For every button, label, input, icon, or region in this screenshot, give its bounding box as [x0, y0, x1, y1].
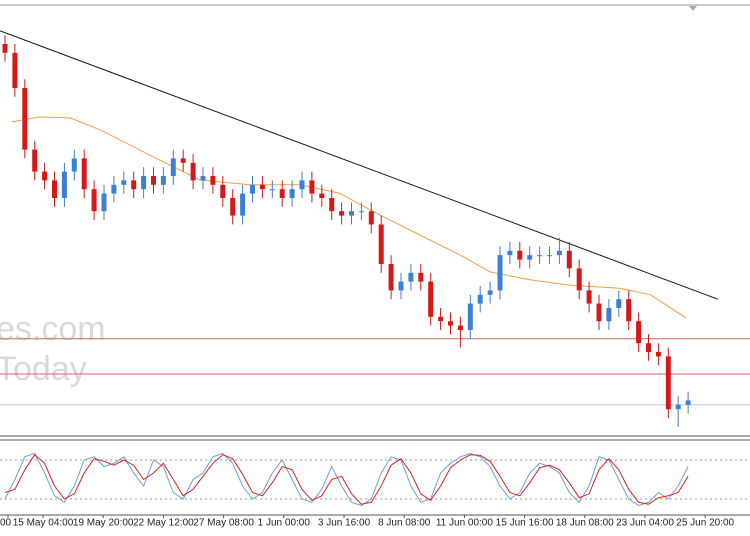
x-tick-label: 00 [0, 518, 12, 529]
candle-body [32, 149, 38, 172]
candle-body [675, 404, 681, 410]
candle-body [309, 180, 315, 194]
x-tick-label: 11 Jun 00:00 [436, 518, 494, 529]
candle-body [626, 299, 632, 322]
candle-body [81, 158, 87, 190]
candle-body [2, 44, 8, 53]
candle-body [636, 321, 642, 344]
candle-body [121, 180, 127, 185]
candle-body [586, 290, 592, 304]
candle-body [418, 272, 424, 282]
candle-body [250, 184, 255, 194]
candle-body [319, 193, 325, 198]
x-tick-label: 18 Jun 08:00 [556, 518, 614, 529]
candle-body [358, 211, 364, 213]
candle-body [596, 303, 602, 322]
candle-body [329, 198, 335, 212]
candle-body [170, 158, 176, 176]
x-tick-label: 15 May 04:00 [13, 518, 74, 529]
candle-body [190, 162, 196, 181]
candle-body [517, 250, 523, 260]
candle-body [131, 180, 137, 190]
candle-body [71, 158, 77, 172]
x-tick-label: 22 May 12:00 [133, 518, 194, 529]
candle-body [556, 250, 562, 256]
candle-body [339, 211, 345, 216]
candle-body [160, 176, 166, 185]
x-tick-label: 25 Jun 20:00 [676, 518, 734, 529]
candle-body [566, 250, 572, 269]
x-tick-label: 27 May 08:00 [193, 518, 254, 529]
candle-body [606, 308, 612, 322]
candle-body [576, 268, 582, 291]
dropdown-arrow[interactable] [689, 6, 697, 11]
stochastic-line [4, 454, 689, 505]
candle-body [448, 321, 453, 326]
candle-body [616, 299, 622, 308]
candle-body [180, 158, 186, 163]
candle-body [368, 211, 374, 225]
candle-body [537, 255, 543, 257]
watermark: es.com [0, 310, 106, 348]
candle-body [497, 255, 503, 291]
candle-body [487, 290, 493, 295]
candle-body [151, 176, 156, 185]
candle-body [141, 176, 147, 190]
candle-body [279, 189, 285, 198]
stochastic-line [4, 452, 689, 507]
candle-body [507, 250, 513, 256]
candle-body [457, 325, 463, 330]
x-tick-label: 8 Jun 08:00 [378, 518, 431, 529]
candle-body [378, 224, 384, 264]
candle-body [527, 255, 533, 260]
candle-body [428, 281, 434, 317]
candle-body [61, 171, 67, 198]
candle-body [101, 193, 107, 212]
candle-body [12, 52, 18, 88]
candle-body [467, 303, 473, 330]
candle-body [438, 316, 444, 322]
candle-body [398, 281, 404, 291]
x-tick-label: 3 Jun 16:00 [318, 518, 371, 529]
candle-body [646, 343, 651, 352]
candle-body [111, 184, 117, 194]
x-tick-label: 19 May 20:00 [73, 518, 134, 529]
candle-body [289, 189, 295, 198]
candle-body [259, 184, 265, 190]
candle-body [91, 189, 97, 212]
candle-body [22, 88, 28, 150]
x-tick-label: 15 Jun 16:00 [496, 518, 554, 529]
candle-body [200, 176, 206, 181]
candle-body [685, 400, 691, 405]
candle-body [240, 193, 246, 216]
x-tick-label: 23 Jun 04:00 [616, 518, 674, 529]
candle-body [349, 211, 354, 216]
candle-body [269, 189, 275, 191]
candle-body [52, 180, 57, 198]
candle-body [665, 356, 671, 410]
trend-line [0, 30, 718, 300]
candle-body [655, 352, 661, 357]
candle-body [388, 264, 394, 291]
candle-body [220, 184, 226, 198]
candle-body [210, 176, 216, 185]
candle-body [477, 294, 483, 304]
candle-body [547, 255, 552, 257]
candle-body [299, 180, 305, 190]
candle-body [42, 171, 48, 181]
candle-body [230, 198, 236, 216]
x-tick-label: 1 Jun 00:00 [258, 518, 311, 529]
candle-body [408, 272, 414, 282]
watermark: Today [0, 350, 87, 388]
